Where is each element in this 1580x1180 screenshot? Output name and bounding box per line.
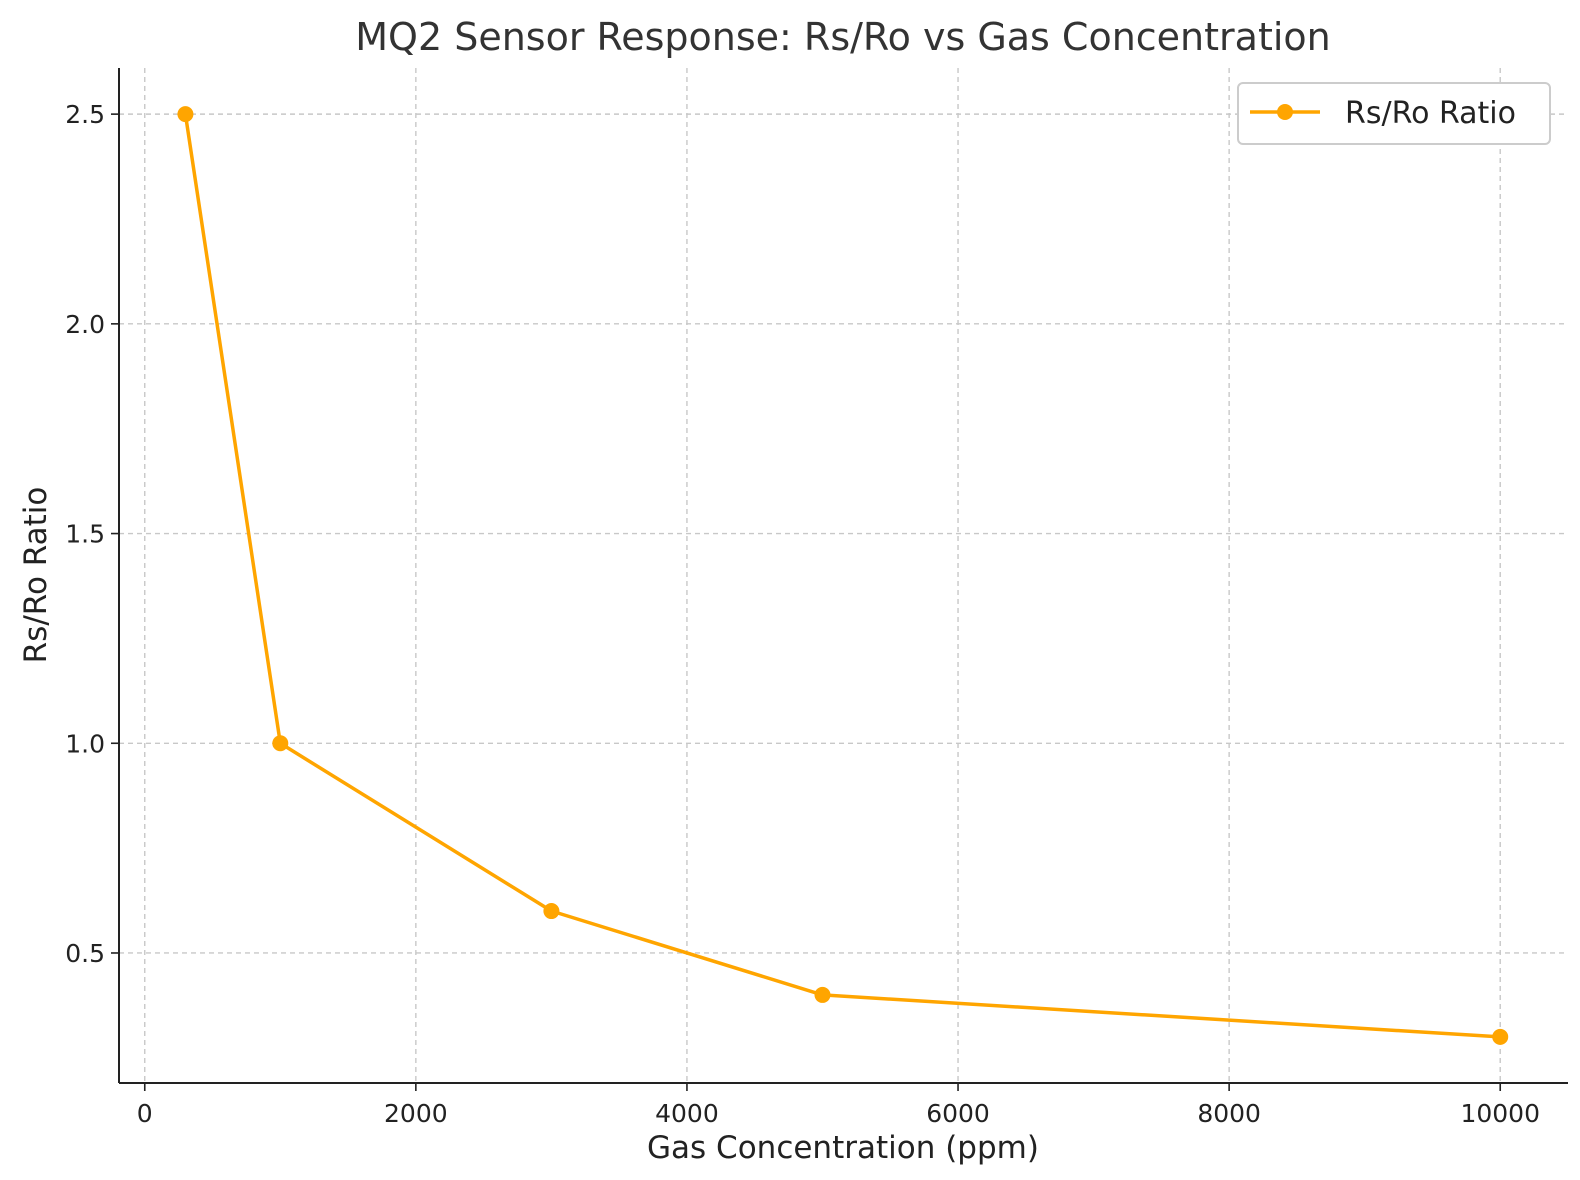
data-point — [272, 735, 289, 752]
y-tick-label: 2.5 — [65, 100, 105, 129]
data-point — [177, 106, 194, 123]
x-tick-label: 6000 — [926, 1099, 990, 1128]
y-ticks: 0.5 1.0 1.5 2.0 2.5 — [65, 100, 119, 968]
x-tick-label: 10000 — [1460, 1099, 1540, 1128]
x-tick-label: 8000 — [1197, 1099, 1261, 1128]
x-tick-label: 0 — [137, 1099, 153, 1128]
data-point — [1492, 1028, 1509, 1045]
x-axis-label: Gas Concentration (ppm) — [647, 1130, 1039, 1166]
y-tick-label: 1.5 — [65, 520, 105, 549]
chart-title: MQ2 Sensor Response: Rs/Ro vs Gas Concen… — [355, 15, 1331, 59]
x-tick-label: 4000 — [655, 1099, 719, 1128]
data-point — [814, 986, 831, 1003]
legend-label-rs-ro-ratio: Rs/Ro Ratio — [1345, 96, 1516, 131]
data-point — [543, 903, 560, 920]
y-tick-label: 0.5 — [65, 939, 105, 968]
series-layer — [177, 106, 1509, 1045]
axes — [118, 68, 1568, 1084]
x-ticks: 0 2000 4000 6000 8000 10000 — [137, 1083, 1540, 1128]
legend: Rs/Ro Ratio — [1237, 82, 1551, 145]
grid — [119, 68, 1568, 1083]
legend-box — [1237, 82, 1551, 145]
y-tick-label: 2.0 — [65, 310, 105, 339]
legend-marker-swatch — [1277, 104, 1293, 120]
series-line-rs-ro-ratio — [183, 113, 1501, 1039]
y-tick-label: 1.0 — [65, 729, 105, 758]
x-tick-label: 2000 — [384, 1099, 448, 1128]
y-axis-label: Rs/Ro Ratio — [18, 487, 54, 664]
